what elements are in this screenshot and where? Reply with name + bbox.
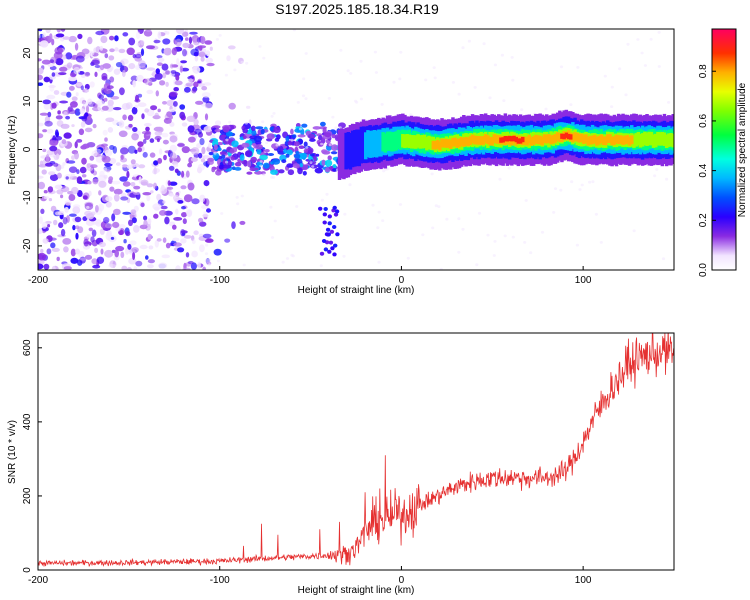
- snr-y-label: SNR (10 * v/v): [7, 420, 18, 484]
- chart-title: S197.2025.185.18.34.R19: [275, 1, 439, 17]
- colorbar-tick-label: 0.2: [698, 213, 709, 227]
- snr-x-ticks: -200 -100 0 100: [28, 566, 592, 586]
- spectrogram-x-ticks: -200 -100 0 100: [28, 266, 592, 286]
- x-tick-label: 100: [575, 275, 592, 286]
- y-tick-label: 0: [22, 567, 33, 573]
- y-tick-label: -10: [22, 190, 33, 205]
- x-tick-label: -200: [28, 275, 48, 286]
- snr-x-label: Height of straight line (km): [298, 585, 415, 596]
- x-tick-label: 100: [575, 575, 592, 586]
- colorbar-tick-label: 0.4: [698, 163, 709, 177]
- y-tick-label: 10: [22, 95, 33, 107]
- colorbar-tick-label: 0.6: [698, 114, 709, 128]
- y-tick-label: 200: [22, 487, 33, 504]
- snr-frame: [37, 332, 675, 571]
- spectrogram-x-label: Height of straight line (km): [298, 285, 415, 296]
- x-tick-label: 0: [399, 275, 405, 286]
- colorbar-ticks: 0.0 0.2 0.4 0.6 0.8: [698, 64, 716, 277]
- y-tick-label: 600: [22, 339, 33, 356]
- x-tick-label: -100: [210, 275, 230, 286]
- snr-plot-area: [38, 333, 674, 567]
- snr-series-line: [38, 333, 674, 567]
- colorbar-frame: [711, 28, 737, 271]
- colorbar-label: Normalized spectral amplitude: [737, 82, 748, 217]
- colorbar: 0.0 0.2 0.4 0.6 0.8 Normalized spectral ampl…: [698, 28, 748, 277]
- ridge-level-band: [499, 132, 573, 144]
- y-tick-label: 20: [22, 47, 33, 59]
- snr-y-ticks: 0 200 400 600: [22, 339, 42, 573]
- y-tick-label: -20: [22, 238, 33, 253]
- y-tick-label: 0: [22, 146, 33, 152]
- y-tick-label: 400: [22, 413, 33, 430]
- spectrogram-y-ticks: 20 10 0 -10 -20: [22, 47, 42, 253]
- colorbar-gradient: [712, 29, 736, 270]
- x-tick-label: 0: [399, 575, 405, 586]
- spectrogram-y-label: Frequency (Hz): [7, 116, 18, 185]
- colorbar-tick-label: 0.8: [698, 64, 709, 78]
- spectrogram-heatmap: [38, 29, 674, 270]
- x-tick-label: -200: [28, 575, 48, 586]
- colorbar-tick-label: 0.0: [698, 263, 709, 277]
- x-tick-label: -100: [210, 575, 230, 586]
- snr-panel: -200 -100 0 100 0 200 400 600 Height of straig…: [7, 332, 675, 596]
